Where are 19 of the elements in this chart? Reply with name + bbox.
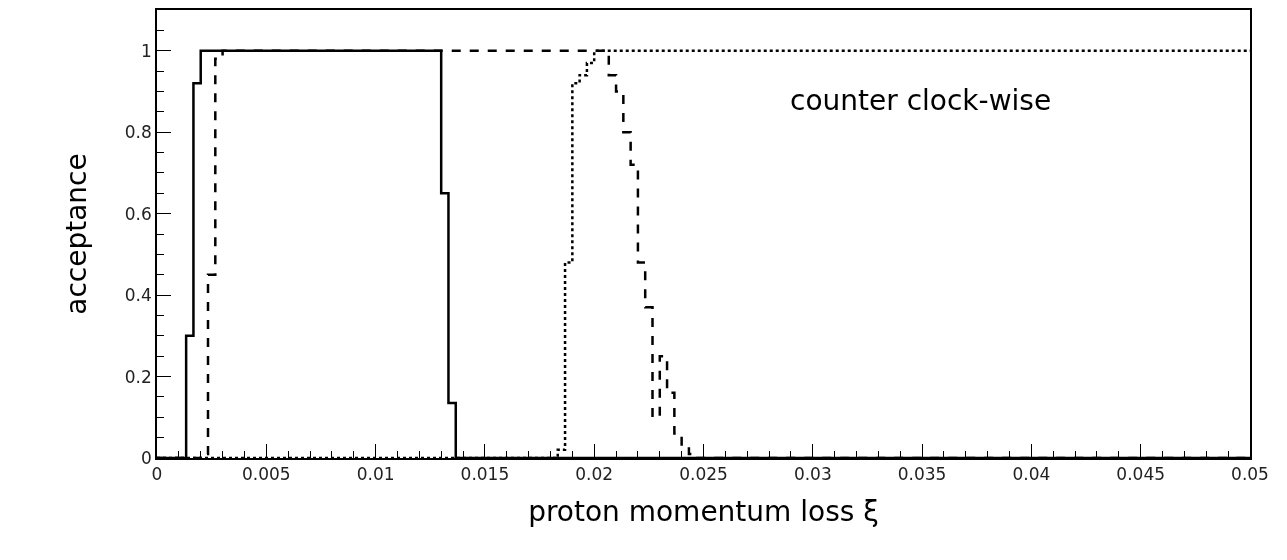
x-tick-label: 0.045 [1116,464,1166,485]
x-tick-label: 0.035 [897,464,947,485]
x-tick-label: 0.01 [356,464,395,485]
x-tick-label: 0.025 [679,464,728,485]
x-tick-label: 0.02 [575,464,614,485]
y-tick-label: 0.2 [124,366,152,387]
y-tick-label: 0.4 [124,285,152,306]
x-axis-title: proton momentum loss ξ [528,494,879,528]
y-tick-label: 0 [141,447,152,468]
x-tick-label: 0.05 [1231,464,1269,485]
x-tick-label: 0.005 [241,464,291,485]
x-tick-label: 0.04 [1012,464,1051,485]
annotation: counter clock-wise [790,84,1052,117]
y-tick-label: 0.8 [124,122,152,143]
y-tick-label: 0.6 [124,203,152,224]
y-axis-title: acceptance [60,153,93,315]
x-tick-label: 0.03 [793,464,832,485]
y-tick-label: 1 [141,40,152,61]
x-tick-label: 0.015 [460,464,510,485]
